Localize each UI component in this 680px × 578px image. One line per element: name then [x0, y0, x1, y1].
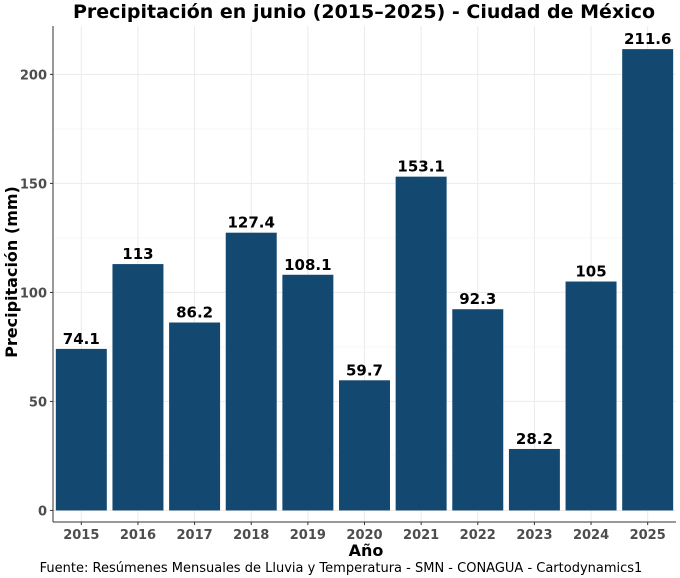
- data-labels: 74.1 113 86.2 127.4 108.1 59.7 153.1 92.3 28.2 10…: [63, 30, 672, 448]
- x-tick-label: 2016: [120, 528, 156, 543]
- data-label-2016: 113: [122, 245, 153, 263]
- bar-2022: [452, 309, 504, 511]
- y-tick-label: 0: [38, 504, 47, 519]
- x-tick-label: 2018: [233, 528, 269, 543]
- data-label-2022: 92.3: [459, 290, 496, 308]
- bar-2016: [112, 264, 164, 511]
- x-tick-label: 2017: [176, 528, 212, 543]
- x-axis-title: Año: [349, 541, 384, 560]
- bars: [55, 49, 674, 511]
- x-axis-ticks: 2015 2016 2017 2018 2019 2020 2021 2022 2023 2024…: [63, 522, 666, 543]
- x-tick-label: 2022: [460, 528, 496, 543]
- y-tick-label: 150: [20, 177, 47, 192]
- x-tick-label: 2023: [516, 528, 552, 543]
- x-tick-label: 2025: [630, 528, 666, 543]
- data-label-2019: 108.1: [284, 256, 331, 274]
- chart-title: Precipitación en junio (2015–2025) - Ciu…: [73, 1, 655, 23]
- data-label-2017: 86.2: [176, 304, 213, 322]
- bar-2020: [339, 380, 390, 511]
- bar-2019: [282, 274, 334, 511]
- data-label-2023: 28.2: [516, 430, 553, 448]
- data-label-2020: 59.7: [346, 361, 383, 379]
- y-tick-label: 50: [29, 395, 47, 410]
- data-label-2018: 127.4: [228, 214, 275, 232]
- data-label-2024: 105: [575, 263, 606, 281]
- source-caption: Fuente: Resúmenes Mensuales de Lluvia y …: [40, 561, 643, 576]
- x-tick-label: 2020: [346, 528, 382, 543]
- x-tick-label: 2021: [403, 528, 439, 543]
- y-axis-ticks: 0 50 100 150 200: [20, 68, 53, 519]
- bar-2015: [55, 348, 107, 511]
- data-label-2015: 74.1: [63, 330, 100, 348]
- data-label-2021: 153.1: [397, 158, 444, 176]
- bar-2018: [225, 232, 277, 511]
- bar-2025: [622, 49, 674, 511]
- bar-2017: [169, 322, 221, 511]
- x-tick-label: 2019: [290, 528, 326, 543]
- x-tick-label: 2015: [63, 528, 99, 543]
- bar-2023: [508, 448, 560, 511]
- bar-2024: [565, 281, 617, 511]
- data-label-2025: 211.6: [624, 30, 671, 48]
- bar-2021: [395, 176, 447, 511]
- y-tick-label: 100: [20, 286, 47, 301]
- x-tick-label: 2024: [573, 528, 609, 543]
- y-tick-label: 200: [20, 68, 47, 83]
- y-axis-title: Precipitación (mm): [2, 186, 21, 358]
